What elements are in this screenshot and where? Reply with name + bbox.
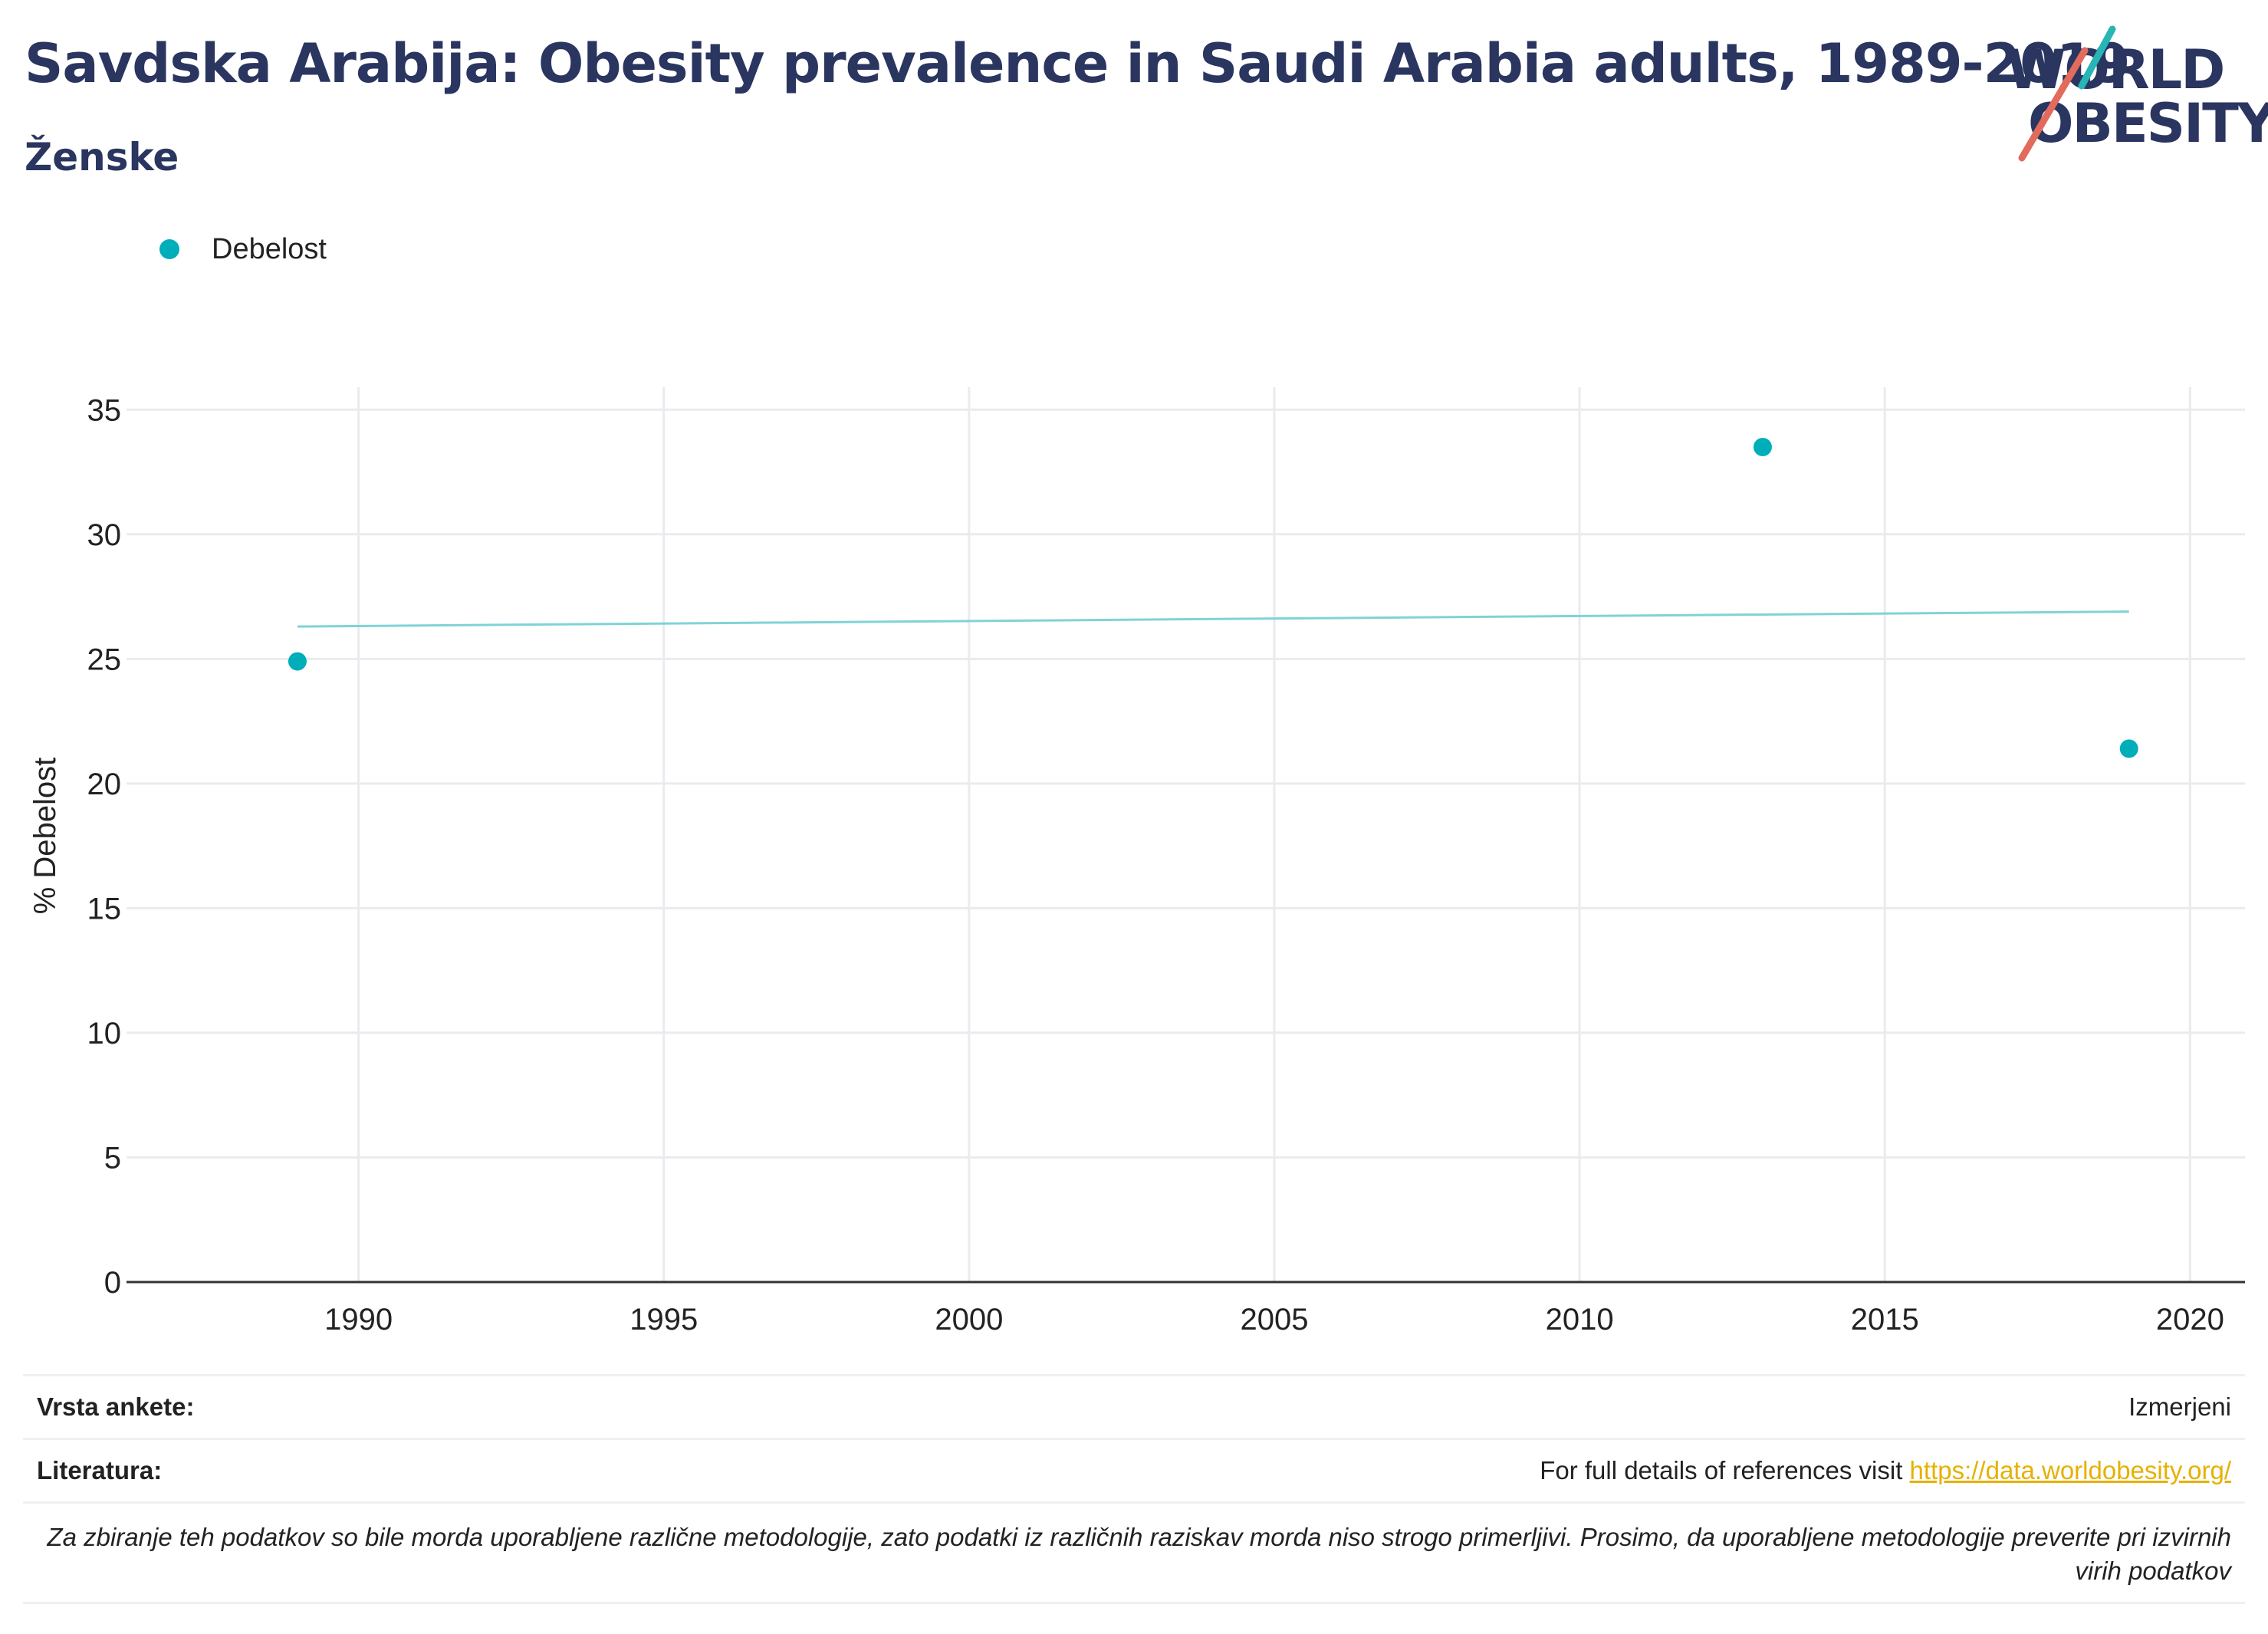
survey-type-row: Vrsta ankete: Izmerjeni [23,1374,2245,1438]
y-tick-label: 5 [104,1141,121,1175]
y-tick-label: 30 [87,518,122,552]
grid-lines [127,387,2245,1282]
y-tick-label: 35 [87,393,122,427]
chart-subtitle: Ženske [25,135,179,179]
chart-title: Savdska Arabija: Obesity prevalence in S… [25,32,2130,95]
x-tick-label: 2005 [1240,1303,1308,1336]
footer-table: Vrsta ankete: Izmerjeni Literatura: For … [23,1374,2245,1604]
x-tick-label: 2000 [935,1303,1003,1336]
data-point [2119,739,2138,758]
survey-type-value: Izmerjeni [2128,1392,2231,1421]
x-tick-label: 2020 [2156,1303,2224,1336]
y-tick-label: 10 [87,1017,122,1050]
y-tick-label: 20 [87,768,122,801]
trendline-segment [297,610,2129,628]
y-axis-label: % Debelost [28,758,62,915]
logo-line-2: OBESITY [2028,92,2268,155]
y-tick-label: 25 [87,643,122,676]
x-tick-label: 2010 [1546,1303,1614,1336]
references-text: For full details of references visit [1540,1456,1910,1484]
x-tick-label: 1995 [629,1303,698,1336]
references-label: Literatura: [37,1456,163,1484]
legend-label-debelost: Debelost [212,232,327,265]
y-tick-label: 15 [87,892,122,925]
data-points [288,438,2138,758]
legend: Debelost [159,230,327,268]
methodology-note: Za zbiranje teh podatkov so bile morda u… [23,1501,2245,1604]
scatter-chart: 1990 1995 2000 2005 2010 2015 2020 0 5 10 15 20 25 30… [28,387,2245,1336]
trendline [297,610,2129,628]
survey-type-label: Vrsta ankete: [37,1392,195,1421]
references-row: Literatura: For full details of referenc… [23,1438,2245,1501]
x-tick-label: 1990 [324,1303,393,1336]
data-point [288,652,307,671]
legend-marker-debelost [159,239,179,259]
world-obesity-logo: WORLD OBESITY [2005,23,2268,169]
y-tick-label: 0 [104,1266,121,1300]
x-tick-label: 2015 [1851,1303,1919,1336]
logo-line-1: WORLD [2007,38,2225,101]
references-value: For full details of references visit htt… [1540,1456,2231,1485]
tick-labels: 1990 1995 2000 2005 2010 2015 2020 0 5 10 15 20 25 30… [87,393,2224,1336]
references-link[interactable]: https://data.worldobesity.org/ [1909,1456,2231,1484]
data-point [1753,438,1772,457]
logo-slash-icon [2018,25,2116,162]
